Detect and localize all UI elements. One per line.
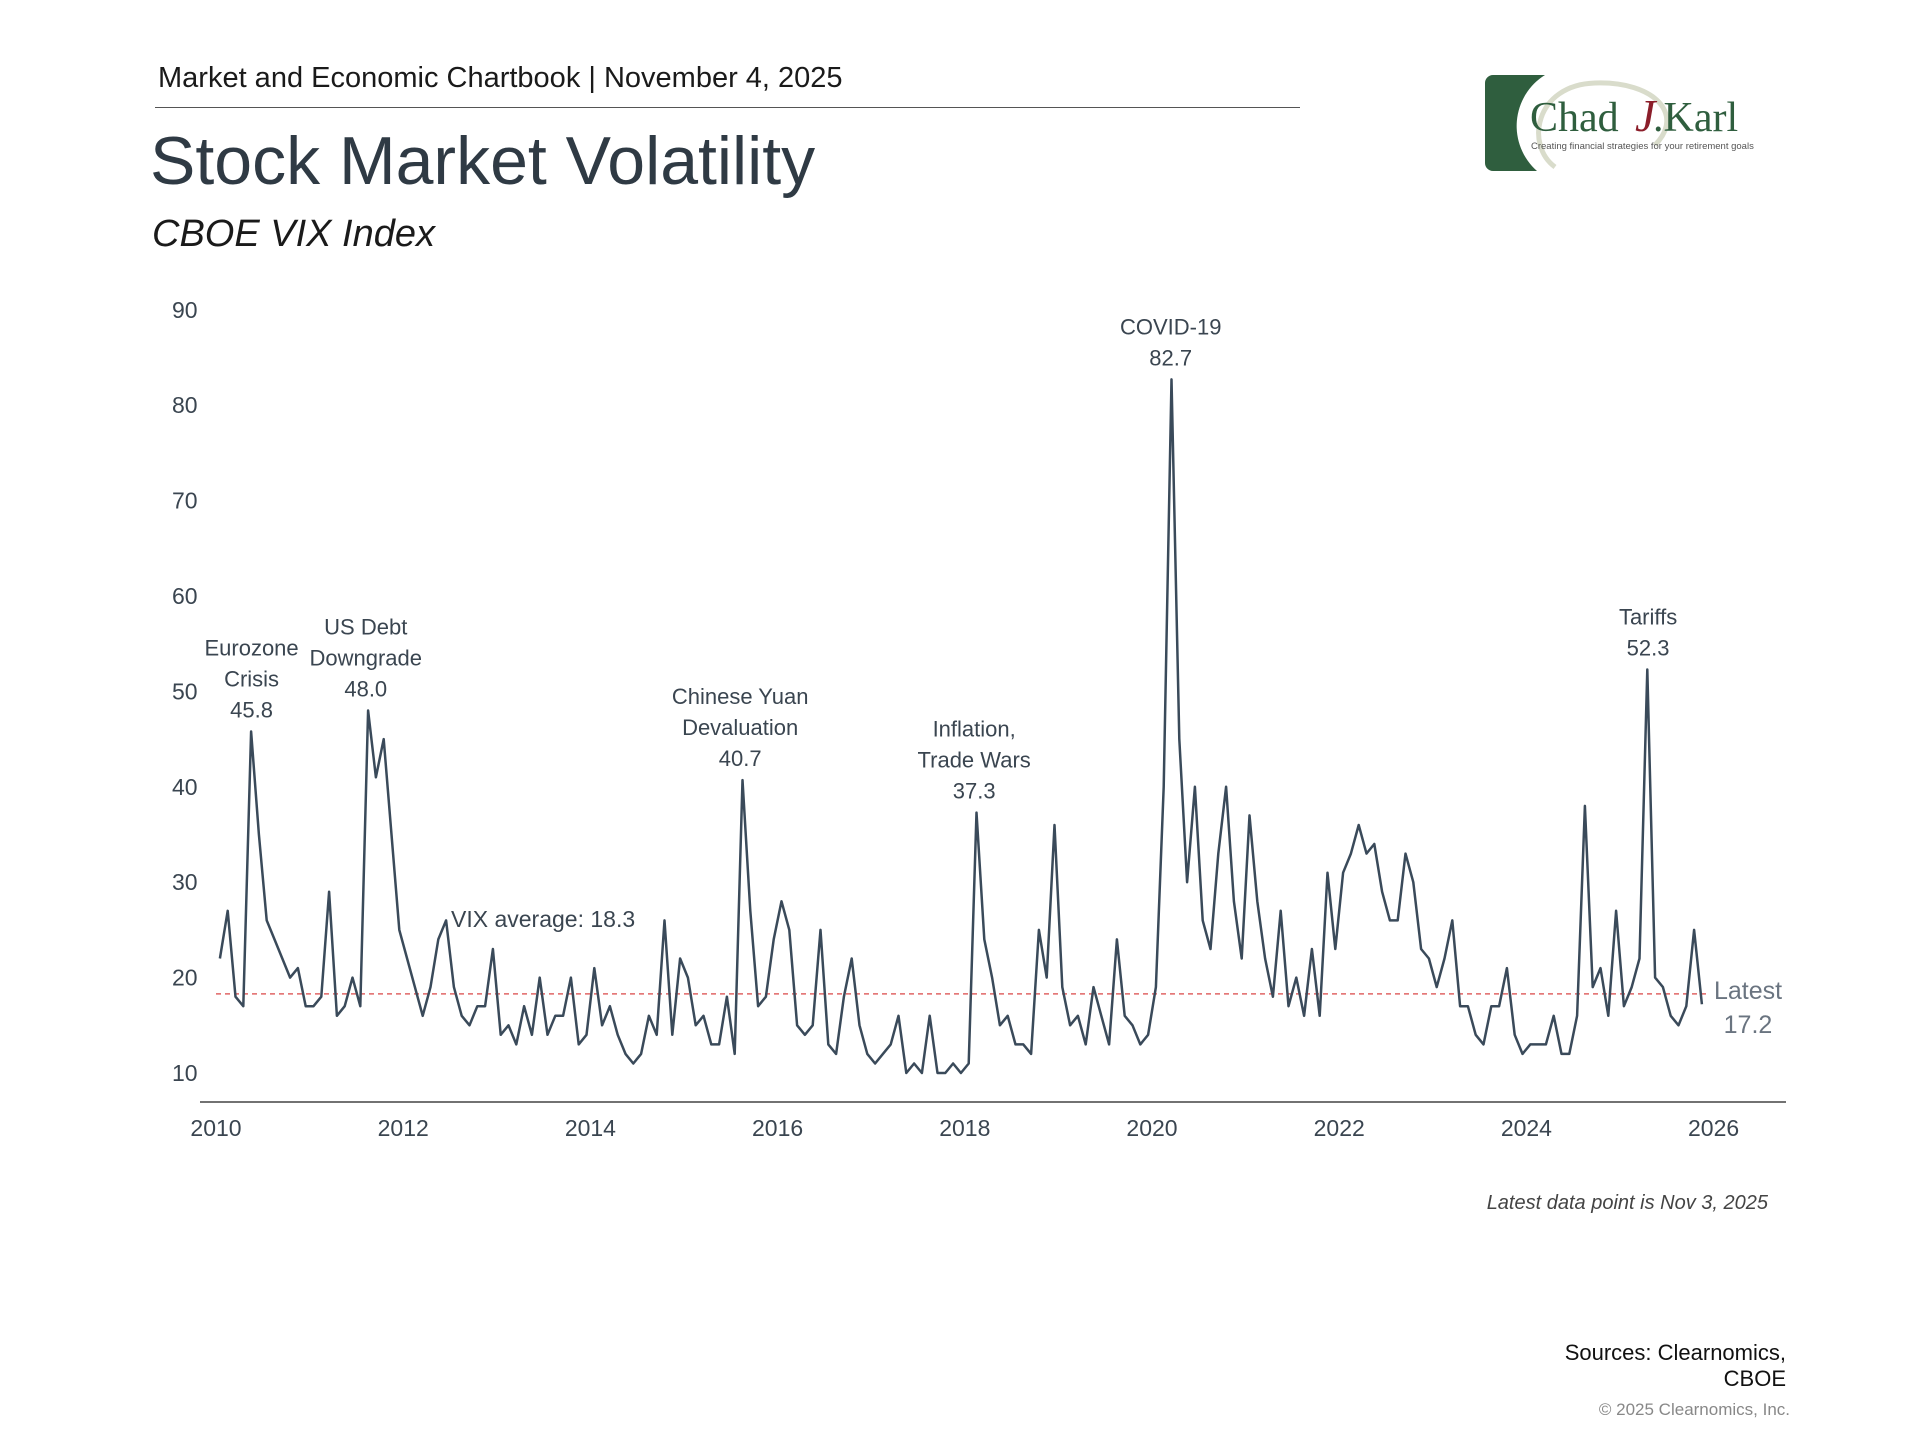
latest-label: Latest xyxy=(1714,977,1782,1005)
x-tick-label: 2020 xyxy=(1126,1115,1177,1141)
y-tick-label: 40 xyxy=(172,774,198,800)
annotation-text: 48.0 xyxy=(344,676,387,701)
x-tick-label: 2010 xyxy=(190,1115,241,1141)
annotation-text: 82.7 xyxy=(1149,345,1192,370)
latest-data-note: Latest data point is Nov 3, 2025 xyxy=(1486,1192,1768,1214)
annotation-text: Trade Wars xyxy=(918,748,1031,773)
y-tick-label: 80 xyxy=(172,392,198,418)
sources-line-1: Sources: Clearnomics, xyxy=(1564,1340,1786,1365)
chart-subtitle: CBOE VIX Index xyxy=(152,213,436,255)
vix-series-line xyxy=(218,378,1704,1075)
annotation-text: Tariffs xyxy=(1619,604,1677,629)
y-tick-label: 20 xyxy=(172,965,198,991)
copyright: © 2025 Clearnomics, Inc. xyxy=(1598,1400,1790,1419)
annotation-text: COVID-19 xyxy=(1120,314,1221,339)
svg-text:.Karl: .Karl xyxy=(1653,95,1738,141)
y-tick-label: 30 xyxy=(172,869,198,895)
sources: Sources: Clearnomics, CBOE xyxy=(1486,1340,1786,1392)
y-tick-label: 60 xyxy=(172,583,198,609)
y-tick-label: 50 xyxy=(172,678,198,704)
latest-value: 17.2 xyxy=(1724,1011,1773,1039)
svg-text:Creating financial strategies: Creating financial strategies for your r… xyxy=(1531,141,1754,152)
annotation-text: Eurozone xyxy=(204,635,298,660)
annotation-text: Devaluation xyxy=(682,715,798,740)
x-tick-label: 2016 xyxy=(752,1115,803,1141)
annotation-text: Inflation, xyxy=(933,717,1016,742)
y-tick-label: 70 xyxy=(172,488,198,514)
average-label: VIX average: 18.3 xyxy=(451,906,635,932)
header-divider xyxy=(155,107,1300,108)
x-tick-label: 2026 xyxy=(1688,1115,1739,1141)
x-tick-label: 2014 xyxy=(565,1115,616,1141)
y-tick-label: 90 xyxy=(172,297,198,323)
x-tick-label: 2024 xyxy=(1501,1115,1552,1141)
chad-j-karl-logo: Chad J .Karl Creating financial strategi… xyxy=(1485,75,1754,171)
svg-text:J: J xyxy=(1635,90,1658,141)
y-tick-label: 10 xyxy=(172,1060,198,1086)
svg-text:Chad: Chad xyxy=(1530,95,1619,141)
annotation-text: 52.3 xyxy=(1627,635,1670,660)
page-title: Stock Market Volatility xyxy=(150,123,816,199)
sources-line-2: CBOE xyxy=(1723,1366,1786,1391)
annotation-text: 37.3 xyxy=(953,779,996,804)
annotation-text: Crisis xyxy=(224,666,279,691)
annotation-text: 45.8 xyxy=(230,697,273,722)
annotation-text: Chinese Yuan xyxy=(672,684,809,709)
annotation-text: 40.7 xyxy=(719,746,762,771)
x-tick-label: 2022 xyxy=(1314,1115,1365,1141)
chartbook-header: Market and Economic Chartbook | November… xyxy=(158,62,843,94)
x-tick-label: 2018 xyxy=(939,1115,990,1141)
annotation-text: US Debt xyxy=(324,614,407,639)
x-tick-label: 2012 xyxy=(378,1115,429,1141)
annotation-text: Downgrade xyxy=(310,645,423,670)
